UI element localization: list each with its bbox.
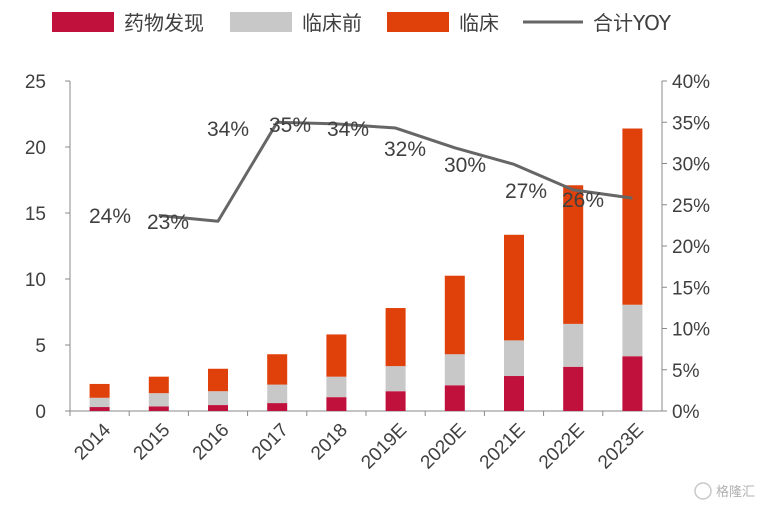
left-tick-label: 5	[35, 336, 46, 357]
yoy-data-label: 27%	[505, 180, 547, 203]
yoy-data-label: 34%	[327, 118, 369, 141]
bar-segment	[385, 391, 406, 411]
left-tick-label: 20	[25, 138, 46, 159]
yoy-data-label: 24%	[89, 205, 131, 228]
watermark-text: 格隆汇	[716, 484, 755, 500]
x-tick-label: 2014	[70, 419, 115, 464]
legend-swatch	[230, 12, 292, 32]
right-tick-label: 15%	[672, 278, 710, 299]
x-tick-label: 2016	[189, 420, 234, 465]
legend-label: 合计YOY	[593, 11, 672, 35]
bar-segment	[89, 397, 110, 408]
bar-segment	[444, 385, 465, 411]
bar-segment	[385, 308, 406, 367]
x-tick-label: 2021E	[476, 420, 530, 474]
left-tick-label: 15	[25, 204, 46, 225]
bar-segment	[89, 383, 110, 398]
right-tick-label: 20%	[672, 237, 710, 258]
watermark: 格隆汇	[694, 482, 755, 500]
bar-segment	[326, 334, 347, 377]
legend: 药物发现 临床前 临床 合计YOY	[52, 11, 672, 35]
bar-segment	[267, 354, 288, 385]
bar-segment	[563, 366, 584, 411]
legend-swatch	[52, 12, 114, 32]
right-tick-label: 25%	[672, 196, 710, 217]
bar-segment	[326, 397, 347, 411]
bar-segment	[622, 356, 643, 411]
bar-segment	[444, 275, 465, 355]
left-tick-label: 10	[25, 270, 46, 291]
legend-label: 临床前	[302, 11, 362, 35]
bar-segment	[622, 304, 643, 357]
bar-segment	[385, 366, 406, 392]
bar-segment	[504, 340, 524, 377]
bar-segment	[89, 407, 110, 411]
bar-segment	[148, 406, 169, 411]
bar-segment	[208, 391, 228, 406]
right-tick-label: 0%	[672, 402, 700, 423]
bar-segment	[504, 376, 524, 411]
right-tick-label: 40%	[672, 72, 710, 93]
right-tick-label: 35%	[672, 113, 710, 134]
right-tick-label: 5%	[672, 361, 700, 382]
left-tick-label: 0	[35, 402, 46, 423]
yoy-data-label: 35%	[269, 114, 311, 137]
x-tick-label: 2018	[307, 420, 352, 465]
x-tick-label: 2023E	[594, 420, 648, 474]
right-tick-label: 30%	[672, 155, 710, 176]
x-tick-label: 2017	[248, 420, 293, 465]
bars	[89, 128, 643, 411]
x-tick-label: 2015	[130, 420, 175, 465]
legend-label: 药物发现	[124, 11, 204, 35]
yoy-data-label: 30%	[444, 154, 486, 177]
bar-segment	[267, 403, 288, 411]
bar-segment	[326, 376, 347, 398]
yoy-line	[158, 120, 633, 223]
bar-segment	[148, 376, 169, 394]
legend-label: 临床	[459, 11, 499, 35]
legend-swatch	[387, 12, 449, 32]
bar-segment	[504, 234, 524, 341]
yoy-data-label: 26%	[562, 189, 604, 212]
bar-segment	[208, 405, 228, 411]
left-tick-label: 25	[25, 72, 46, 93]
bar-segment	[563, 185, 584, 324]
data-labels: 24% 23% 34% 35% 34% 32% 30% 27% 26%	[89, 114, 604, 234]
x-tick-label: 2020E	[417, 420, 471, 474]
yoy-data-label: 23%	[147, 211, 189, 234]
bar-segment	[148, 393, 169, 407]
bar-segment	[208, 368, 228, 392]
yoy-line-path	[158, 120, 633, 223]
right-tick-label: 10%	[672, 320, 710, 341]
yoy-data-label: 34%	[207, 118, 249, 141]
yoy-data-label: 32%	[384, 138, 426, 161]
x-tick-label: 2019E	[357, 420, 411, 474]
x-tick-label: 2022E	[535, 420, 589, 474]
bar-segment	[267, 384, 288, 404]
bar-segment	[444, 354, 465, 386]
bar-segment	[622, 128, 643, 305]
watermark-icon	[694, 482, 712, 500]
bar-segment	[563, 323, 584, 367]
